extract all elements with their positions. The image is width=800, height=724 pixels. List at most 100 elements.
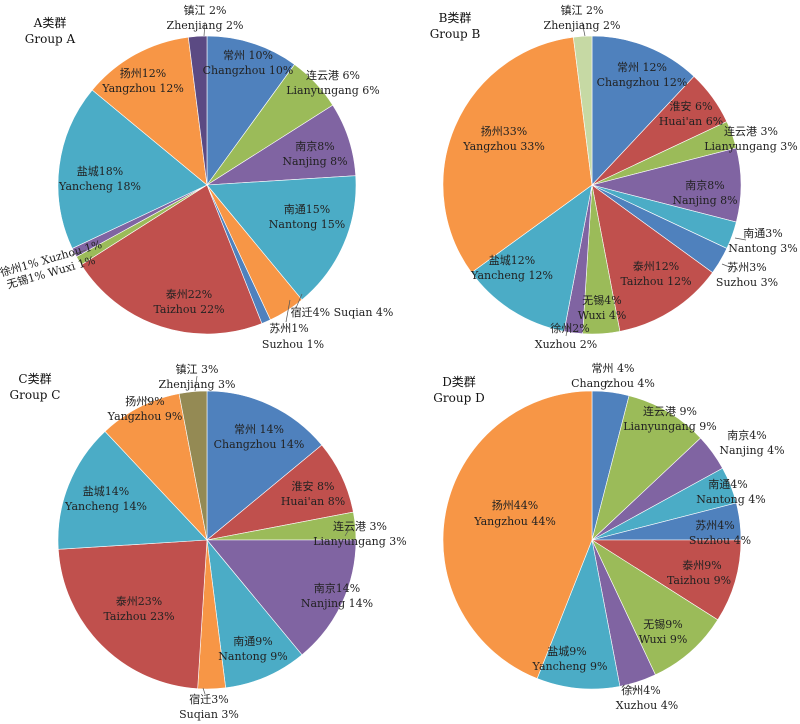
slice-label: Taizhou 23% (103, 610, 174, 623)
chart-title-en: Group D (433, 391, 484, 405)
slice-label: 南京8% (295, 139, 334, 153)
pie-c-leaders (144, 375, 349, 695)
slice-label: Yangzhou 44% (473, 515, 556, 528)
slice-label: Changzhou 14% (214, 438, 305, 451)
leader-line (565, 324, 569, 337)
slice-label: Nantong 4% (696, 493, 765, 506)
pie-slice (442, 390, 593, 679)
slice-label: 常州 14% (234, 423, 284, 436)
slice-label: 泰州23% (116, 594, 162, 608)
slice-label: 盐城12% (489, 254, 535, 267)
slice-label: 盐城9% (547, 645, 586, 658)
slice-label: Suzhou 1% (262, 338, 324, 351)
slice-label: 泰州9% (682, 558, 721, 572)
pie-slice (591, 539, 719, 676)
slice-label: 常州 10% (223, 49, 273, 62)
slice-label: Nantong 3% (728, 242, 797, 255)
slice-label: Nanjing 4% (719, 444, 784, 457)
slice-label: 南通9% (233, 635, 272, 648)
pie-slice (206, 539, 357, 656)
pie-slice (590, 539, 742, 621)
pie-b-slices (442, 35, 742, 335)
slice-label: Nanjing 14% (301, 597, 373, 610)
chart-title-cn: A类群 (33, 16, 67, 30)
slice-label: 泰州12% (633, 259, 679, 273)
pie-slice (187, 35, 208, 186)
slice-label: Taizhou 9% (667, 574, 731, 587)
pie-slice (80, 184, 263, 335)
slice-label: 徐州2% (550, 321, 589, 335)
leader-line (721, 263, 733, 269)
leader-line (202, 687, 206, 695)
slice-label: Zhenjiang 3% (159, 378, 236, 391)
pie-chart-group-d: D类群 Group D 常州 4% Changzhou 4% 连云港 9% Li… (433, 362, 784, 712)
pie-slice (206, 35, 295, 186)
leader-line (628, 685, 638, 691)
slice-label: Huai'an 6% (659, 115, 723, 128)
pie-slice (591, 184, 713, 332)
slice-label: Changzhou 4% (571, 377, 655, 390)
pie-b-leaders (565, 21, 747, 337)
slice-label: Nanjing 8% (282, 155, 347, 168)
slice-label: 扬州12% (120, 66, 166, 80)
pie-slice (591, 35, 695, 186)
chart-title-en: Group A (25, 32, 76, 46)
slice-label: Yangzhou 9% (107, 410, 183, 423)
pie-slice (57, 539, 208, 690)
slice-label: 连云港 3% (333, 520, 387, 533)
slice-label: Wuxi 4% (578, 309, 627, 322)
slice-label: 常州 12% (617, 61, 667, 74)
slice-label: Zhenjiang 2% (544, 19, 621, 32)
slice-label: 连云港 3% (724, 125, 778, 138)
leader-line (71, 249, 87, 256)
slice-label: Suzhou 3% (716, 276, 778, 289)
slice-label: Zhenjiang 2% (167, 19, 244, 32)
slice-label: Suzhou 4% (689, 534, 751, 547)
slice-label: Xuzhou 4% (616, 699, 678, 712)
slice-label: Nanjing 8% (672, 194, 737, 207)
slice-label: 宿迁3% (189, 692, 228, 706)
chart-title-cn: D类群 (442, 375, 476, 389)
pie-slice (206, 539, 303, 689)
slice-label: 扬州44% (492, 498, 538, 512)
pie-a-slices (57, 35, 357, 335)
slice-label: 连云港 9% (643, 405, 697, 418)
slice-label: 扬州33% (481, 124, 527, 138)
pie-a-leaders (71, 21, 303, 323)
slice-label: Yangzhou 12% (101, 82, 184, 95)
slice-label: 连云港 6% (306, 69, 360, 82)
slice-label: Nantong 15% (269, 218, 345, 231)
slice-label: 镇江 2% (184, 3, 227, 17)
slice-label: 南京8% (685, 178, 724, 192)
pie-c-slices (57, 390, 357, 690)
pie-slice (104, 393, 208, 541)
pie-slice (442, 36, 593, 273)
pie-slice (57, 89, 208, 249)
leader-line (604, 379, 609, 388)
slice-label: Yangzhou 33% (462, 140, 545, 153)
slice-label: 泰州22% (166, 287, 212, 301)
slice-label: 南通4% (708, 478, 747, 491)
slice-label: 南京4% (727, 428, 766, 442)
pie-slice (572, 35, 593, 186)
slice-label: 镇江 2% (561, 3, 604, 17)
leader-line (203, 21, 206, 37)
slice-label: 盐城14% (83, 485, 129, 498)
slice-label: 南通3% (743, 227, 782, 240)
leader-line (344, 530, 349, 537)
slice-label: Taizhou 22% (153, 303, 224, 316)
slice-label: Suqian 3% (179, 708, 239, 721)
slice-label: Nantong 9% (218, 650, 287, 663)
slice-label: 苏州4% (695, 519, 734, 532)
pie-slice (178, 390, 208, 541)
pie-slice (591, 395, 702, 541)
pie-slice (206, 175, 357, 301)
leader-line (734, 237, 747, 241)
slice-label: 无锡9% (643, 617, 682, 631)
chart-title-en: Group B (430, 27, 481, 41)
pie-d-slices (442, 390, 742, 690)
pie-chart-group-b: B类群 Group B 镇江 2% Zhenjiang 2% 常州 12% Ch… (430, 3, 798, 351)
slice-label: Xuzhou 2% (535, 338, 597, 351)
slice-label: 淮安 6% (670, 99, 713, 113)
